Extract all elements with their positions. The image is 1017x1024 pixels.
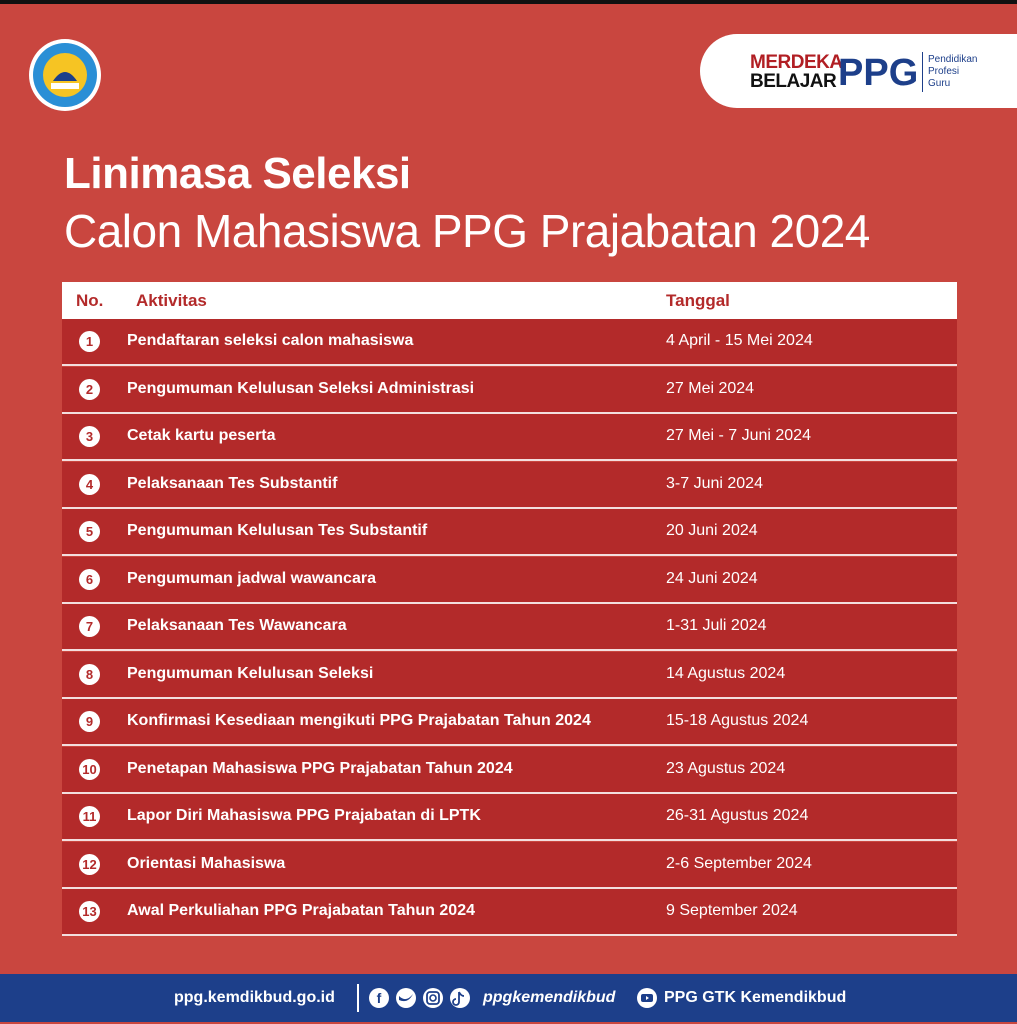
date: 3-7 Juni 2024	[666, 474, 763, 492]
table-row: 5 Pengumuman Kelulusan Tes Substantif 20 J…	[62, 509, 957, 556]
row-number: 2	[79, 378, 100, 400]
row-number: 13	[79, 901, 100, 922]
date: 23 Agustus 2024	[666, 759, 786, 777]
activity: Pengumuman jadwal wawancara	[127, 569, 376, 587]
row-number: 9	[79, 711, 100, 732]
website: ppg.kemdikbud.go.id	[174, 989, 335, 1006]
brand-line: MERDEKA	[750, 52, 843, 73]
date: 14 Agustus 2024	[666, 664, 786, 682]
table-row: 3 Cetak kartu peserta 27 Mei - 7 Juni 2024	[62, 414, 957, 461]
brand-box: MERDEKA BELAJAR PPG Pendidikan Profesi G…	[700, 34, 1017, 108]
title: Linimasa Seleksi	[64, 149, 411, 198]
row-number: 3	[79, 426, 100, 447]
row-number: 8	[79, 663, 100, 685]
date: 9 September 2024	[666, 902, 798, 919]
table-row: 6 Pengumuman jadwal wawancara 24 Juni 2024	[62, 556, 957, 604]
table-row: 1 Pendaftaran seleksi calon mahasiswa 4 Ap…	[62, 319, 957, 366]
social-handle: ppgkemendikbud	[483, 989, 616, 1006]
activity: Konfirmasi Kesediaan mengikuti PPG Praja…	[127, 712, 591, 729]
activity: Lapor Diri Mahasiswa PPG Prajabatan di L…	[127, 807, 481, 824]
footer: ppg.kemdikbud.go.id f ppgkemendikbud PPG…	[0, 974, 1017, 1022]
divider	[922, 52, 923, 92]
table-row: 4 Pelaksanaan Tes Substantif 3-7 Juni 2024	[62, 461, 957, 509]
table-row: 2 Pengumuman Kelulusan Seleksi Administra…	[62, 366, 957, 414]
brand-desc-line: Pendidikan	[928, 54, 978, 65]
divider	[357, 984, 359, 1012]
column-header: Tanggal	[666, 291, 730, 310]
row-number: 10	[79, 758, 100, 780]
table-row: 13 Awal Perkuliahan PPG Prajabatan Tahun …	[62, 889, 957, 936]
row-number: 7	[79, 616, 100, 637]
youtube-channel: PPG GTK Kemendikbud	[664, 989, 847, 1006]
activity: Cetak kartu peserta	[127, 427, 276, 444]
row-number: 11	[79, 806, 100, 827]
activity: Pengumuman Kelulusan Seleksi	[127, 664, 374, 682]
row-number: 5	[79, 521, 100, 542]
activity: Pendaftaran seleksi calon mahasiswa	[127, 332, 414, 349]
date: 1-31 Juli 2024	[666, 617, 767, 634]
table-row: 11 Lapor Diri Mahasiswa PPG Prajabatan di…	[62, 794, 957, 841]
brand-mark: PPG	[838, 52, 919, 94]
column-header: Aktivitas	[136, 291, 207, 310]
row-number: 4	[79, 473, 100, 495]
date: 26-31 Agustus 2024	[666, 807, 809, 824]
social-icons: f	[369, 988, 470, 1008]
subtitle: Calon Mahasiswa PPG Prajabatan 2024	[64, 205, 870, 257]
column-header: No.	[76, 291, 104, 310]
svg-text:f: f	[377, 990, 382, 1006]
activity: Pengumuman Kelulusan Seleksi Administras…	[127, 379, 475, 397]
activity: Pengumuman Kelulusan Tes Substantif	[127, 522, 428, 539]
date: 15-18 Agustus 2024	[666, 712, 809, 729]
date: 24 Juni 2024	[666, 569, 758, 587]
row-number: 6	[79, 568, 100, 590]
table-row: 7 Pelaksanaan Tes Wawancara 1-31 Juli 2024	[62, 604, 957, 651]
date: 4 April - 15 Mei 2024	[666, 332, 813, 349]
date: 27 Mei - 7 Juni 2024	[666, 427, 811, 444]
table-row: 10 Penetapan Mahasiswa PPG Prajabatan Tah…	[62, 746, 957, 794]
youtube-icon	[637, 988, 657, 1008]
date: 2-6 September 2024	[666, 854, 812, 872]
date: 27 Mei 2024	[666, 379, 755, 397]
activity: Penetapan Mahasiswa PPG Prajabatan Tahun…	[127, 759, 513, 777]
table-row: 8 Pengumuman Kelulusan Seleksi 14 Agustus …	[62, 651, 957, 699]
row-number: 12	[79, 853, 100, 875]
activity: Pelaksanaan Tes Substantif	[127, 474, 338, 492]
brand-line: BELAJAR	[750, 71, 837, 92]
brand-desc: Pendidikan Profesi Guru	[928, 54, 977, 90]
logo	[29, 39, 101, 111]
activity: Awal Perkuliahan PPG Prajabatan Tahun 20…	[127, 902, 475, 919]
date: 20 Juni 2024	[666, 522, 758, 539]
activity: Orientasi Mahasiswa	[127, 854, 286, 872]
table-row: 12 Orientasi Mahasiswa 2-6 September 2024	[62, 841, 957, 889]
table-row: 9 Konfirmasi Kesediaan mengikuti PPG Praj…	[62, 699, 957, 746]
brand-desc-line: Profesi	[928, 66, 960, 77]
brand-desc-line: Guru	[928, 78, 951, 89]
activity: Pelaksanaan Tes Wawancara	[127, 617, 347, 634]
table-header: No. Aktivitas Tanggal	[62, 282, 957, 319]
row-number: 1	[79, 331, 100, 352]
